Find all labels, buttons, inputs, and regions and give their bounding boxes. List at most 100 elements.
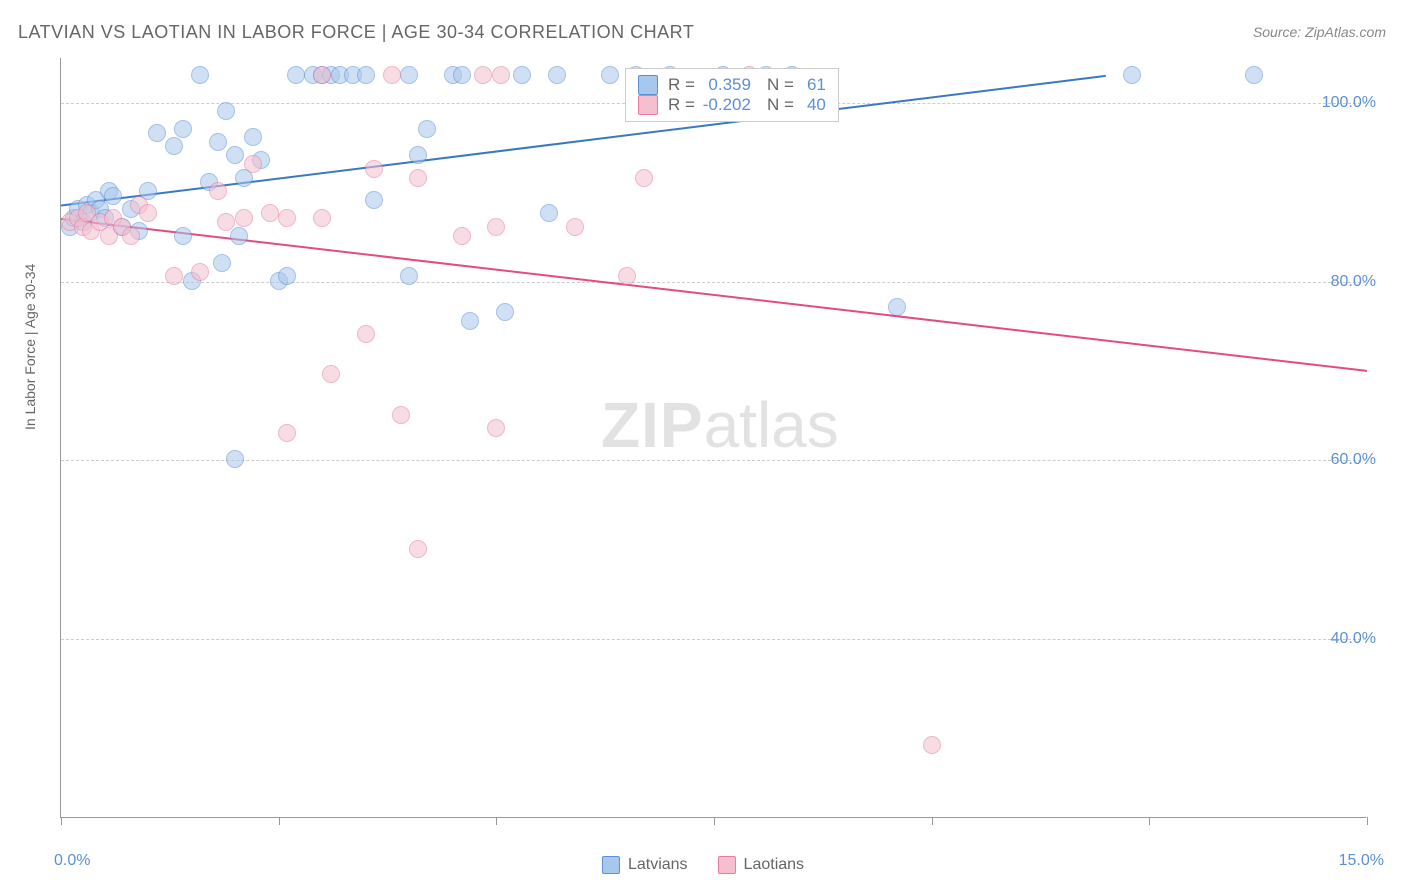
data-point [453,227,471,245]
stats-swatch-latvians [638,75,658,95]
gridline [61,460,1366,461]
stats-n-value-1: 40 [800,95,826,115]
data-point [400,66,418,84]
data-point [217,213,235,231]
data-point [313,209,331,227]
x-tick [932,817,933,825]
stats-row-laotians: R = -0.202 N = 40 [638,95,826,115]
data-point [474,66,492,84]
data-point [148,124,166,142]
x-tick [1367,817,1368,825]
trend-line [61,219,1367,371]
data-point [400,267,418,285]
data-point [1245,66,1263,84]
x-axis-max-label: 15.0% [1339,852,1384,870]
data-point [1123,66,1141,84]
stats-r-label-0: R = [668,75,695,95]
data-point [235,209,253,227]
data-point [453,66,471,84]
data-point [365,160,383,178]
data-point [923,736,941,754]
data-point [122,227,140,245]
legend: Latvians Laotians [602,856,804,874]
chart-title: LATVIAN VS LAOTIAN IN LABOR FORCE | AGE … [18,22,694,43]
data-point [104,187,122,205]
gridline [61,639,1366,640]
data-point [322,365,340,383]
gridline [61,282,1366,283]
x-tick [714,817,715,825]
data-point [383,66,401,84]
x-tick [1149,817,1150,825]
data-point [244,155,262,173]
data-point [409,169,427,187]
y-tick-label: 100.0% [1322,94,1376,112]
stats-n-value-0: 61 [800,75,826,95]
legend-item-latvians: Latvians [602,856,688,874]
data-point [487,218,505,236]
data-point [217,102,235,120]
stats-n-label-0: N = [767,75,794,95]
stats-r-value-0: 0.359 [701,75,751,95]
x-tick [61,817,62,825]
data-point [566,218,584,236]
x-tick [496,817,497,825]
watermark-atlas: atlas [704,389,839,461]
legend-swatch-latvians [602,856,620,874]
chart-container: LATVIAN VS LAOTIAN IN LABOR FORCE | AGE … [0,0,1406,892]
data-point [461,312,479,330]
plot-area: ZIPatlas [60,58,1366,818]
y-tick-label: 80.0% [1331,273,1376,291]
data-point [487,419,505,437]
correlation-stats-box: R = 0.359 N = 61 R = -0.202 N = 40 [625,68,839,122]
stats-n-label-1: N = [767,95,794,115]
data-point [261,204,279,222]
data-point [226,450,244,468]
stats-swatch-laotians [638,95,658,115]
y-tick-label: 60.0% [1331,451,1376,469]
legend-swatch-laotians [718,856,736,874]
data-point [548,66,566,84]
data-point [409,540,427,558]
data-point [313,66,331,84]
data-point [287,66,305,84]
data-point [139,204,157,222]
data-point [165,137,183,155]
data-point [191,66,209,84]
stats-r-value-1: -0.202 [701,95,751,115]
legend-label-latvians: Latvians [628,856,688,874]
data-point [365,191,383,209]
watermark: ZIPatlas [601,388,839,462]
data-point [278,424,296,442]
source-attribution: Source: ZipAtlas.com [1253,24,1386,40]
data-point [540,204,558,222]
data-point [618,267,636,285]
data-point [492,66,510,84]
data-point [278,267,296,285]
legend-item-laotians: Laotians [718,856,805,874]
data-point [213,254,231,272]
data-point [165,267,183,285]
data-point [191,263,209,281]
legend-label-laotians: Laotians [744,856,805,874]
x-axis-min-label: 0.0% [54,852,90,870]
watermark-zip: ZIP [601,389,704,461]
data-point [174,120,192,138]
data-point [513,66,531,84]
data-point [496,303,514,321]
data-point [418,120,436,138]
data-point [409,146,427,164]
y-tick-label: 40.0% [1331,630,1376,648]
y-axis-label: In Labor Force | Age 30-34 [22,264,38,430]
data-point [244,128,262,146]
data-point [174,227,192,245]
data-point [357,66,375,84]
data-point [226,146,244,164]
data-point [888,298,906,316]
stats-row-latvians: R = 0.359 N = 61 [638,75,826,95]
data-point [230,227,248,245]
data-point [357,325,375,343]
data-point [635,169,653,187]
data-point [601,66,619,84]
data-point [392,406,410,424]
